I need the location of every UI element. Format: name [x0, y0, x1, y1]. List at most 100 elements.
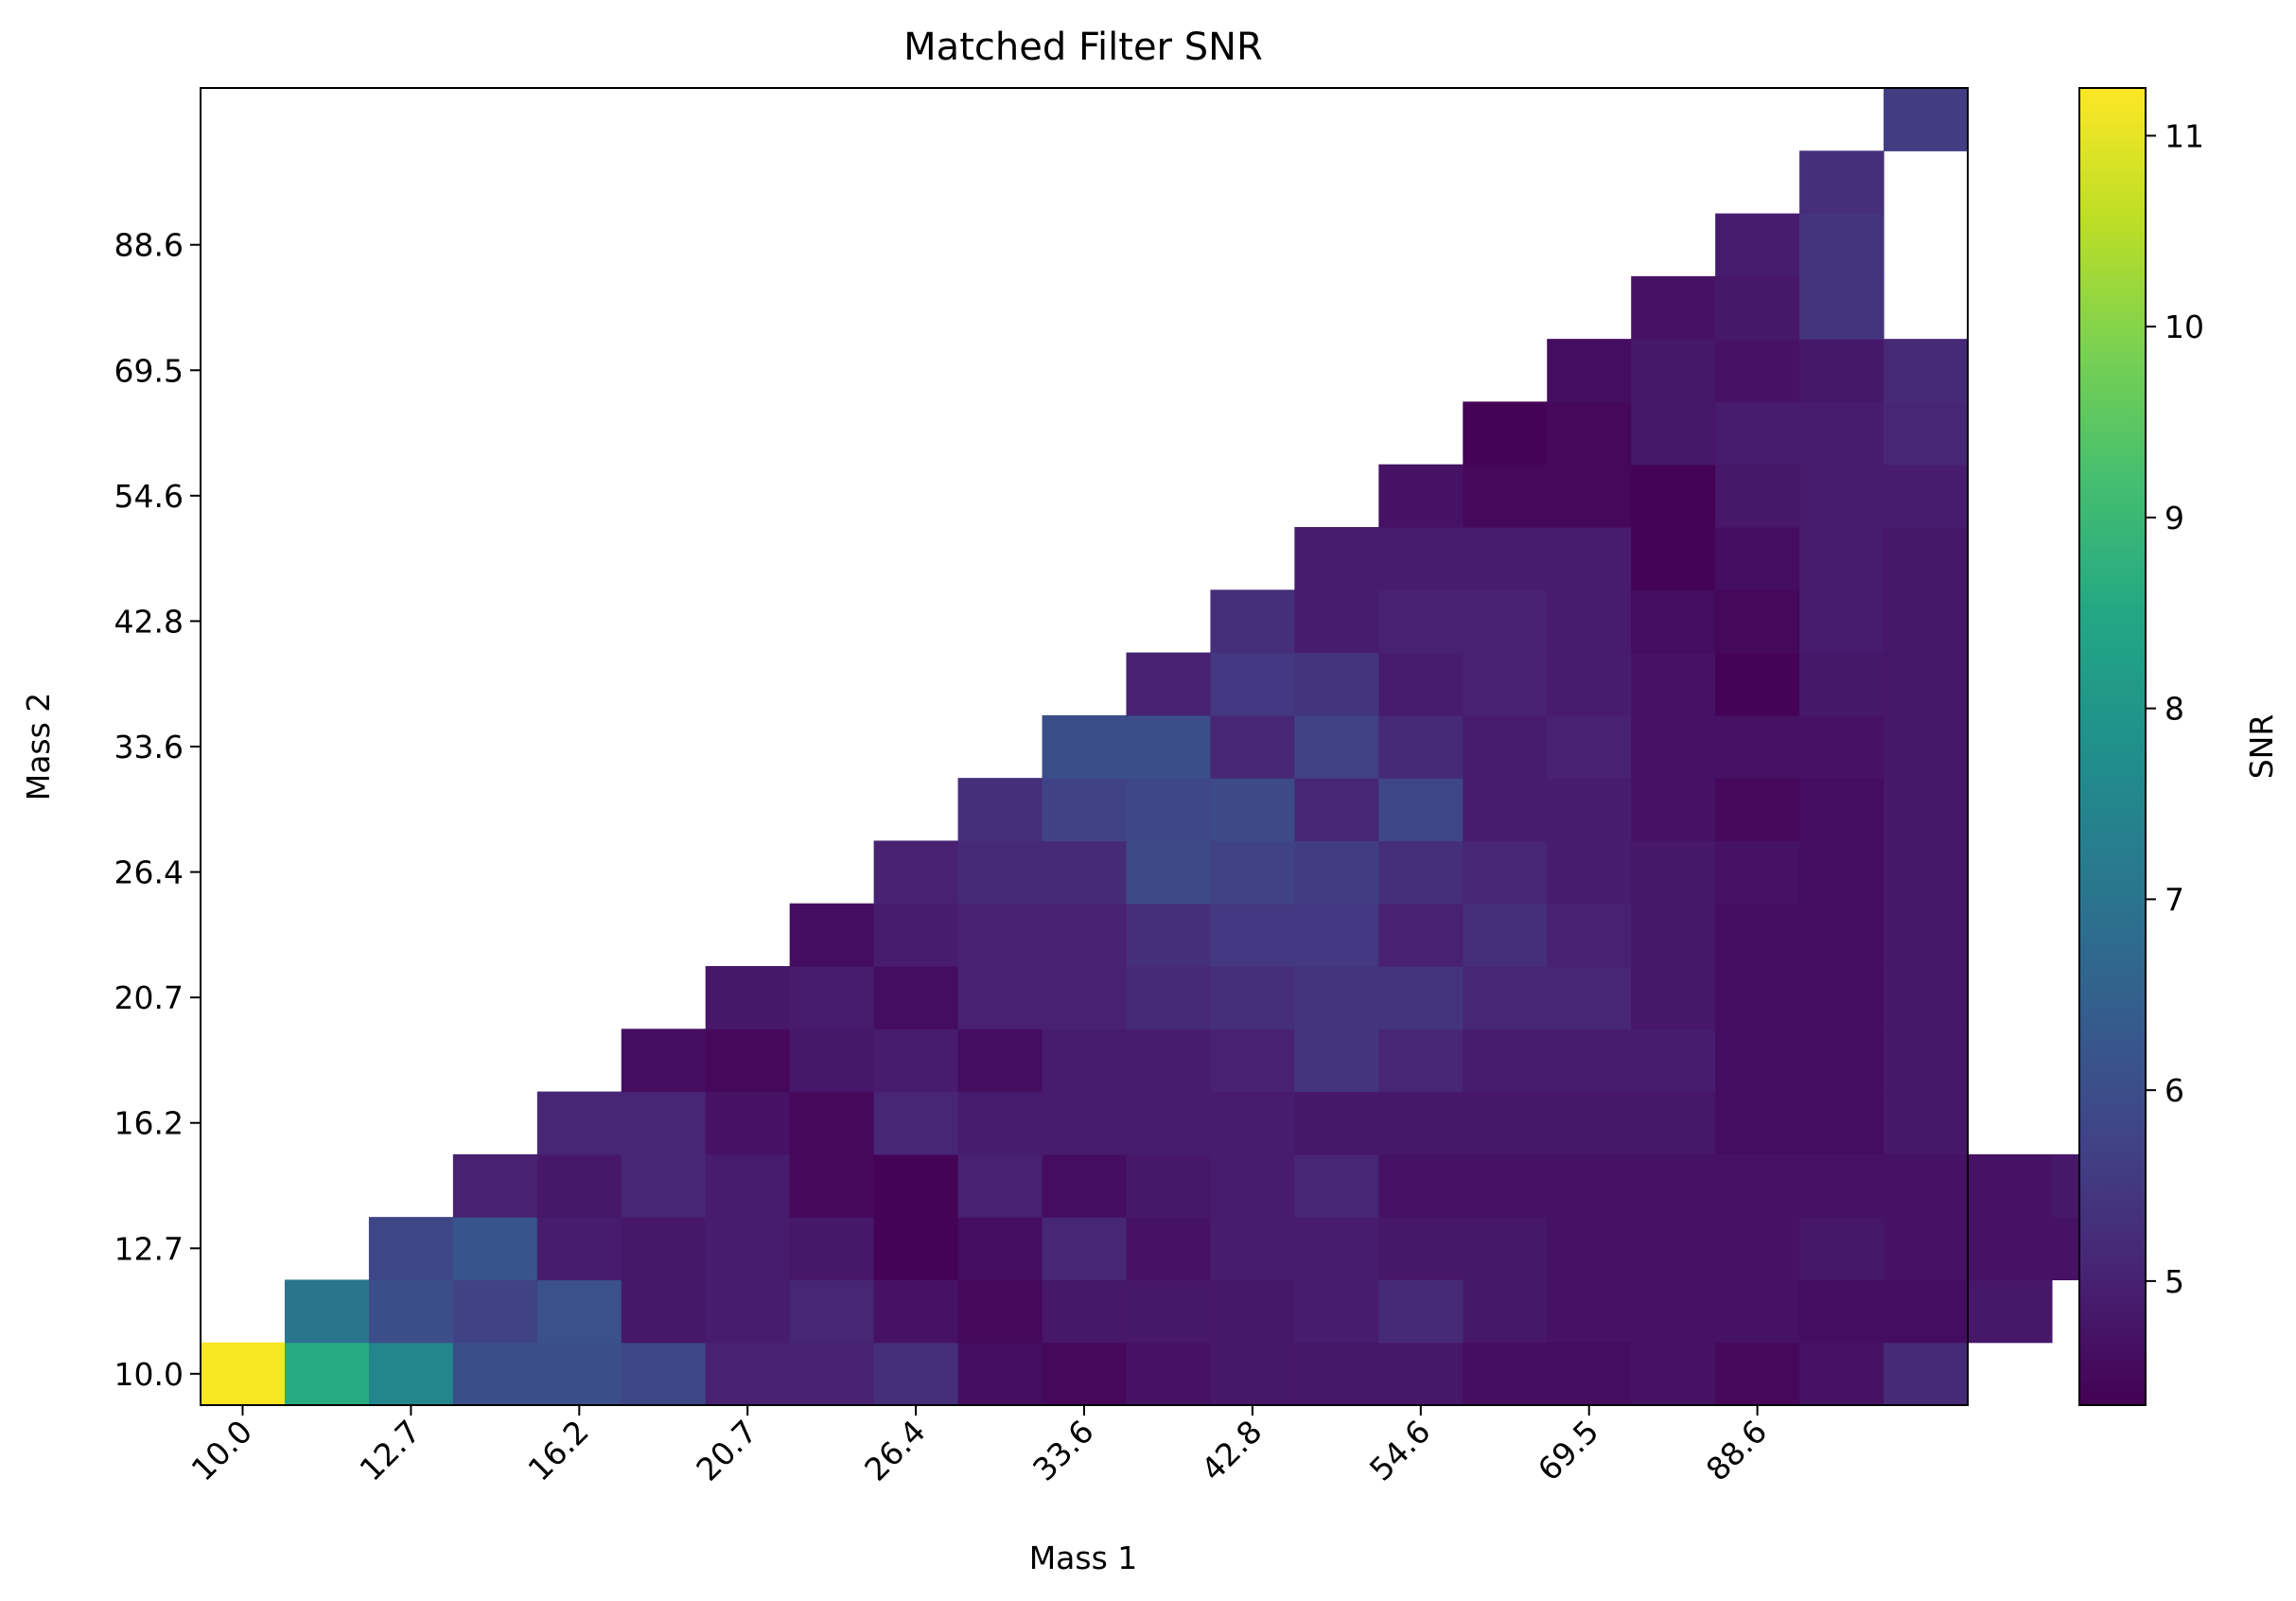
heatmap-cell [1210, 652, 1295, 716]
heatmap-cell [1463, 1217, 1548, 1281]
heatmap-cell [873, 1029, 959, 1093]
heatmap-cell [1884, 652, 1969, 716]
heatmap-cell [1378, 1153, 1463, 1218]
heatmap-cell [705, 1029, 791, 1093]
heatmap-cell [1631, 1091, 1716, 1155]
y-tick-label: 20.7 [114, 979, 184, 1016]
x-tick-label: 26.4 [857, 1413, 933, 1488]
heatmap-cell [1799, 714, 1884, 779]
heatmap-cell [1547, 840, 1632, 905]
heatmap-cell [1799, 1153, 1884, 1218]
heatmap-cell [705, 1091, 791, 1155]
heatmap-cell [1715, 1279, 1800, 1344]
heatmap-cell [1463, 778, 1548, 842]
heatmap-cell [1126, 714, 1212, 779]
heatmap-cell [1631, 1217, 1716, 1281]
heatmap-cell [1126, 1091, 1212, 1155]
heatmap-cell [1294, 840, 1379, 905]
y-tick-label: 12.7 [114, 1230, 184, 1267]
heatmap-cell [1715, 652, 1800, 716]
heatmap-cell [1378, 589, 1463, 654]
heatmap-cell [1799, 966, 1884, 1029]
heatmap-cell [957, 840, 1043, 905]
heatmap-cell [1799, 150, 1884, 215]
heatmap-cell [1968, 1217, 2053, 1281]
heatmap-cell [1715, 840, 1800, 905]
heatmap-cell [1378, 714, 1463, 779]
y-tick-label: 16.2 [114, 1105, 184, 1142]
heatmap-cell [1294, 1091, 1379, 1155]
heatmap-cell [1799, 1279, 1884, 1344]
heatmap-cell [452, 1153, 538, 1218]
heatmap-cell [1294, 1217, 1379, 1281]
heatmap-cell [1042, 1091, 1128, 1155]
heatmap-cell [1884, 527, 1969, 590]
y-tick-label: 42.8 [114, 603, 184, 640]
heatmap-cell [957, 778, 1043, 842]
heatmap-cell [1715, 714, 1800, 779]
heatmap-cell [1547, 778, 1632, 842]
heatmap-cell [1715, 966, 1800, 1029]
heatmap-cell [957, 966, 1043, 1029]
heatmap-cell [1715, 527, 1800, 590]
heatmap-cell [1463, 464, 1548, 528]
heatmap-cell [1210, 903, 1295, 967]
heatmap-cell [873, 966, 959, 1029]
heatmap-cell [536, 1217, 622, 1281]
heatmap-cell [1547, 1091, 1632, 1155]
heatmap-cell [1378, 1217, 1463, 1281]
heatmap-cell [1715, 1091, 1800, 1155]
heatmap-cell [1799, 1342, 1884, 1406]
colorbar-tick-label: 8 [2165, 691, 2184, 728]
heatmap-cell [284, 1342, 370, 1406]
heatmap-cell [1042, 966, 1128, 1029]
x-tick-label: 16.2 [520, 1413, 596, 1488]
heatmap-cell [1631, 966, 1716, 1029]
heatmap-cell [1294, 1153, 1379, 1218]
heatmap-cell [1126, 1342, 1212, 1406]
colorbar [2078, 87, 2147, 1406]
heatmap-cell [1378, 652, 1463, 716]
heatmap-cell [368, 1217, 454, 1281]
heatmap-cell [1126, 1029, 1212, 1093]
heatmap-cell [789, 1029, 875, 1093]
heatmap-cell [536, 1153, 622, 1218]
colorbar-label: SNR [2243, 714, 2280, 780]
heatmap-cell [705, 1342, 791, 1406]
heatmap-cell [1631, 1153, 1716, 1218]
heatmap-cell [1547, 401, 1632, 466]
y-tick-label: 88.6 [114, 227, 184, 264]
heatmap-cell [705, 966, 791, 1029]
heatmap-cell [201, 1342, 286, 1406]
heatmap-cell [452, 1279, 538, 1344]
heatmap-cell [1799, 903, 1884, 967]
heatmap-cell [1378, 966, 1463, 1029]
heatmap-cell [1884, 1279, 1969, 1344]
heatmap-cell [873, 1279, 959, 1344]
heatmap-cell [873, 1153, 959, 1218]
heatmap-cell [1631, 840, 1716, 905]
heatmap-cell [1463, 966, 1548, 1029]
y-tick-label: 69.5 [114, 352, 184, 389]
heatmap-cell [1884, 1091, 1969, 1155]
heatmap-cell [957, 903, 1043, 967]
heatmap-cell [1463, 589, 1548, 654]
colorbar-tick-label: 5 [2165, 1263, 2184, 1300]
heatmap-cell [789, 1091, 875, 1155]
heatmap-cell [1294, 966, 1379, 1029]
heatmap-cell [1799, 652, 1884, 716]
heatmap-cell [1799, 589, 1884, 654]
heatmap-cell [1210, 1217, 1295, 1281]
heatmap-cell [789, 966, 875, 1029]
heatmap-cell [1715, 275, 1800, 340]
heatmap-cell [621, 1029, 707, 1093]
heatmap-cell [452, 1342, 538, 1406]
heatmap-cell [1547, 714, 1632, 779]
heatmap-cell [1547, 464, 1632, 528]
heatmap-cell [1463, 401, 1548, 466]
heatmap-cell [1294, 1029, 1379, 1093]
heatmap-cell [957, 1279, 1043, 1344]
heatmap-cell [536, 1342, 622, 1406]
heatmap-cell [1378, 464, 1463, 528]
x-axis-label: Mass 1 [1029, 1539, 1138, 1576]
